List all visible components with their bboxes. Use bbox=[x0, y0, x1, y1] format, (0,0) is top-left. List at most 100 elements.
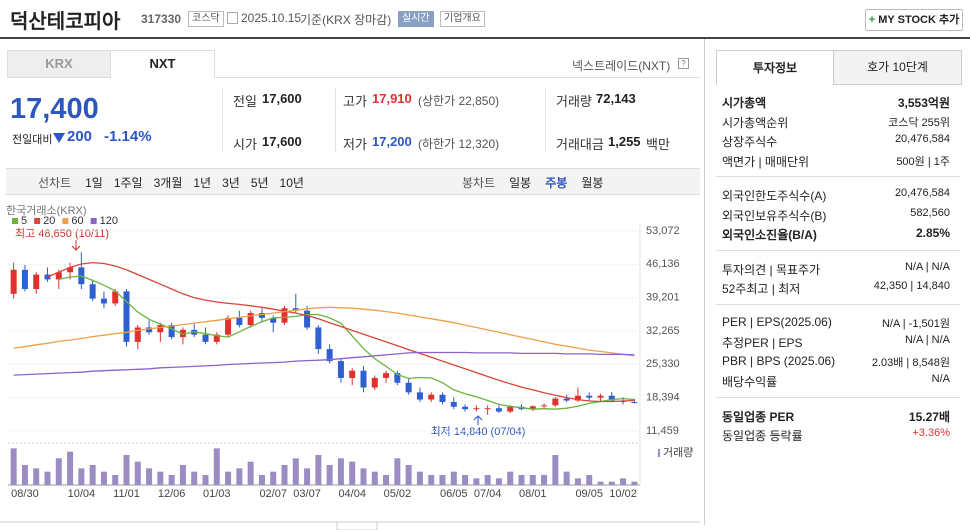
volume-bar bbox=[89, 465, 96, 485]
candle-body bbox=[371, 377, 378, 388]
volume-bar bbox=[597, 481, 604, 485]
x-tick-label: 10/04 bbox=[68, 488, 96, 500]
summary-value: 17,600 bbox=[262, 91, 302, 106]
change-label: 전일대비 bbox=[12, 134, 53, 146]
period-item[interactable]: 1일 bbox=[85, 176, 103, 190]
summary-label: 거래량 bbox=[556, 94, 592, 109]
volume-bar bbox=[326, 465, 333, 485]
volume-bar bbox=[394, 458, 401, 485]
candle-period-item[interactable]: 주봉 bbox=[545, 176, 568, 190]
section-rule bbox=[716, 303, 960, 305]
y-tick-label: 53,072 bbox=[646, 225, 680, 237]
candle-body bbox=[67, 267, 74, 273]
realtime-badge[interactable]: 실시간 bbox=[398, 11, 434, 27]
info-label: 시가총액 bbox=[722, 96, 767, 110]
info-tab[interactable]: 호가 10단계 bbox=[833, 50, 962, 85]
tab-nxt[interactable]: NXT bbox=[110, 50, 215, 78]
x-tick-label: 07/04 bbox=[474, 488, 502, 500]
period-item[interactable]: 1주일 bbox=[113, 176, 143, 190]
period-item[interactable]: 1년 bbox=[193, 176, 212, 190]
volume-bar bbox=[112, 475, 119, 485]
info-value: 20,476,584 bbox=[894, 133, 950, 145]
summary-label: 전일 bbox=[233, 94, 257, 109]
candle-body bbox=[315, 327, 322, 350]
x-tick-label: 10/02 bbox=[609, 488, 637, 500]
period-item[interactable]: 5년 bbox=[250, 176, 269, 190]
stock-name: 덕산테코피아 bbox=[10, 11, 121, 33]
volume-bar bbox=[55, 458, 62, 485]
candle-body bbox=[236, 317, 243, 326]
volume-bar bbox=[371, 471, 378, 485]
legend-swatch bbox=[90, 218, 97, 224]
info-tab[interactable]: 투자정보 bbox=[716, 50, 834, 85]
x-tick-label: 01/03 bbox=[203, 488, 231, 500]
volume-bar bbox=[608, 481, 615, 485]
y-tick-label: 25,330 bbox=[646, 358, 680, 370]
candle-body bbox=[529, 406, 536, 410]
x-tick-label: 03/07 bbox=[293, 488, 321, 500]
candle-period-item[interactable]: 일봉 bbox=[509, 176, 532, 190]
info-panel: 시가총액 3,553억원 시가총액순위 코스닥 255위 상장주식수 20,476,584… bbox=[716, 84, 960, 524]
candle-period-item[interactable]: 월봉 bbox=[581, 176, 604, 190]
x-tick-label: 08/30 bbox=[11, 488, 39, 500]
info-label: 외국인소진율(B/A) bbox=[722, 228, 817, 242]
x-tick-label: 02/07 bbox=[259, 488, 287, 500]
y-tick-label: 46,136 bbox=[646, 258, 680, 270]
volume-bar bbox=[586, 475, 593, 485]
ma-line bbox=[47, 261, 635, 403]
volume-bar bbox=[428, 475, 435, 485]
volume-bar bbox=[349, 461, 356, 485]
volume-bar bbox=[563, 471, 570, 485]
x-tick-label: 06/05 bbox=[440, 488, 468, 500]
info-value: 3,553억원 bbox=[897, 96, 950, 110]
period-item[interactable]: 10년 bbox=[279, 176, 304, 190]
candle-body bbox=[428, 394, 435, 400]
section-rule bbox=[716, 249, 960, 251]
info-label: 상장주식수 bbox=[722, 135, 778, 149]
candle-body bbox=[55, 272, 62, 280]
header-rule bbox=[0, 37, 970, 39]
bottom-handle[interactable] bbox=[336, 521, 378, 530]
x-tick-label: 08/01 bbox=[519, 488, 547, 500]
help-icon[interactable]: ? bbox=[678, 58, 689, 69]
period-item[interactable]: 3년 bbox=[222, 176, 240, 190]
candle-body bbox=[326, 349, 333, 362]
volume-bar bbox=[21, 465, 28, 485]
candle-body bbox=[292, 308, 299, 311]
candle-body bbox=[179, 329, 186, 338]
x-tick-label: 05/02 bbox=[384, 488, 412, 500]
summary-limit: (하한가 12,320) bbox=[418, 137, 500, 151]
info-label: 액면가 | 매매단위 bbox=[722, 154, 810, 169]
candle-body bbox=[258, 313, 265, 318]
volume-bar bbox=[552, 455, 559, 485]
info-value: 20,476,584 bbox=[894, 187, 950, 199]
change: 200 bbox=[67, 128, 93, 145]
overview-button[interactable]: 기업개요 bbox=[440, 11, 485, 27]
candle-period-label: 봉차트 bbox=[462, 176, 496, 190]
mystock-text: MY STOCK 추가 bbox=[878, 14, 960, 26]
mystock-button[interactable]: + MY STOCK 추가 bbox=[865, 9, 963, 31]
volume-label: 거래량 bbox=[663, 446, 693, 459]
candle-body bbox=[100, 298, 107, 304]
candle-body bbox=[484, 408, 491, 410]
volume-bar bbox=[360, 468, 367, 485]
summary-value: 17,600 bbox=[262, 134, 302, 149]
candle-body bbox=[146, 327, 153, 333]
info-label: 시가총액순위 bbox=[722, 115, 789, 130]
volume-bar bbox=[78, 468, 85, 485]
period-item[interactable]: 3개월 bbox=[153, 176, 183, 190]
info-label: 추정PER | EPS bbox=[722, 336, 803, 350]
info-value: N/A | N/A bbox=[904, 260, 950, 273]
info-value: +3.36% bbox=[912, 427, 950, 439]
change-rate: -1.14% bbox=[104, 128, 152, 145]
period-group: 선차트 1일 1주일 3개월 1년 3년 5년 10년 bbox=[38, 174, 304, 191]
candle-body bbox=[89, 284, 96, 299]
volume-bar bbox=[507, 471, 514, 485]
x-tick-label: 09/05 bbox=[575, 488, 603, 500]
volume-bar bbox=[146, 468, 153, 485]
ma-line bbox=[58, 275, 635, 410]
volume-bar bbox=[168, 475, 175, 485]
summary-limit: (상한가 22,850) bbox=[418, 94, 500, 108]
info-label: 동일업종 등락률 bbox=[722, 429, 803, 443]
